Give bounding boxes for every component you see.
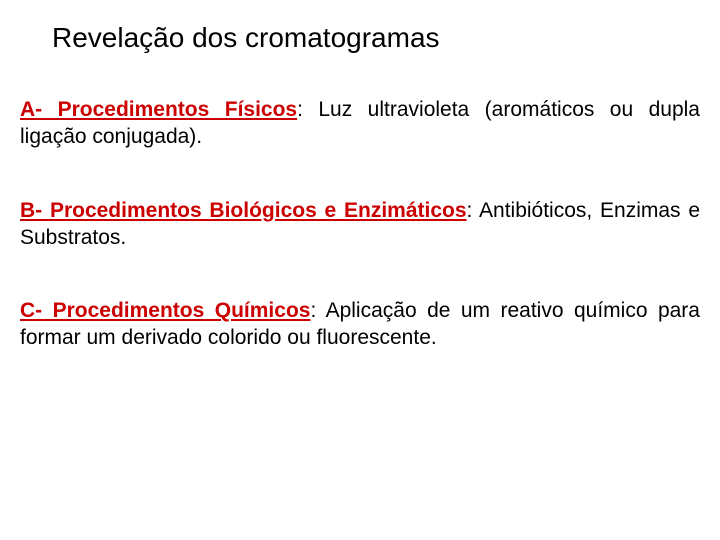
section-a: A- Procedimentos Físicos: Luz ultraviole… (20, 96, 700, 151)
section-c-heading: C- Procedimentos Químicos (20, 299, 310, 322)
page-title: Revelação dos cromatogramas (52, 22, 700, 54)
section-a-heading: A- Procedimentos Físicos (20, 98, 297, 121)
section-c: C- Procedimentos Químicos: Aplicação de … (20, 297, 700, 352)
section-b-heading: B- Procedimentos Biológicos e Enzimático… (20, 199, 467, 222)
section-b: B- Procedimentos Biológicos e Enzimático… (20, 197, 700, 252)
